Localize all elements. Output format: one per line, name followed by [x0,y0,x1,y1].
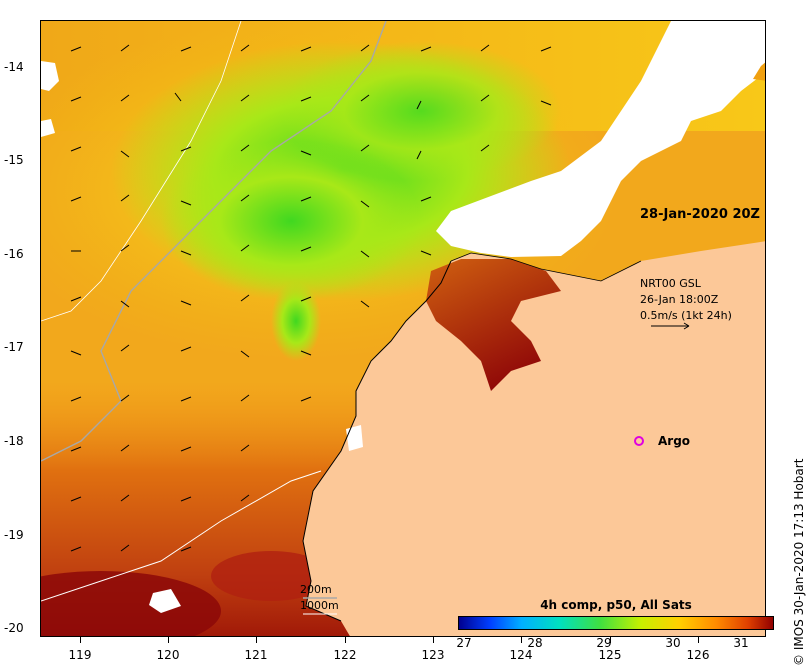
y-tick-label: -20 [4,621,24,635]
x-tick-label: 124 [509,648,533,662]
argo-label: Argo [658,434,691,448]
current-vectors [70,44,690,552]
y-tick-label: -17 [4,340,24,354]
product-line: 0.5m/s (1kt 24h) [640,309,732,322]
x-tick-label: 122 [333,648,357,662]
y-tick-label: -18 [4,434,24,448]
colorbar [458,616,774,630]
x-tick-label: 126 [686,648,710,662]
product-line: NRT00 GSL [640,277,701,290]
colorbar-tick: 31 [733,636,749,650]
argo-marker [634,436,644,446]
x-tick-label: 121 [244,648,268,662]
y-tick-label: -16 [4,247,24,261]
timestamp-label: 28-Jan-2020 20Z [640,207,760,222]
isobath-legend: 200m 1000m [300,582,339,614]
x-tick-label: 123 [421,648,445,662]
colorbar-tick: 29 [596,636,612,650]
product-line: 26-Jan 18:00Z [640,293,719,306]
colorbar-title: 4h comp, p50, All Sats [540,598,692,612]
colorbar-tick: 28 [527,636,543,650]
y-tick-label: -15 [4,153,24,167]
x-tick-label: 125 [598,648,622,662]
y-tick-label: -19 [4,528,24,542]
y-tick-label: -14 [4,60,24,74]
isobath-label: 1000m [300,599,339,612]
colorbar-tick: 27 [456,636,472,650]
isobath-label: 200m [300,583,332,596]
x-tick-label: 120 [156,648,180,662]
credit-label: © IMOS 30-Jan-2020 17:13 Hobart [792,458,806,666]
current-product-legend: NRT00 GSL 26-Jan 18:00Z 0.5m/s (1kt 24h) [640,276,732,324]
sst-map[interactable] [40,20,766,637]
colorbar-tick: 30 [665,636,681,650]
x-tick-label: 119 [68,648,92,662]
sst-field [41,21,765,636]
